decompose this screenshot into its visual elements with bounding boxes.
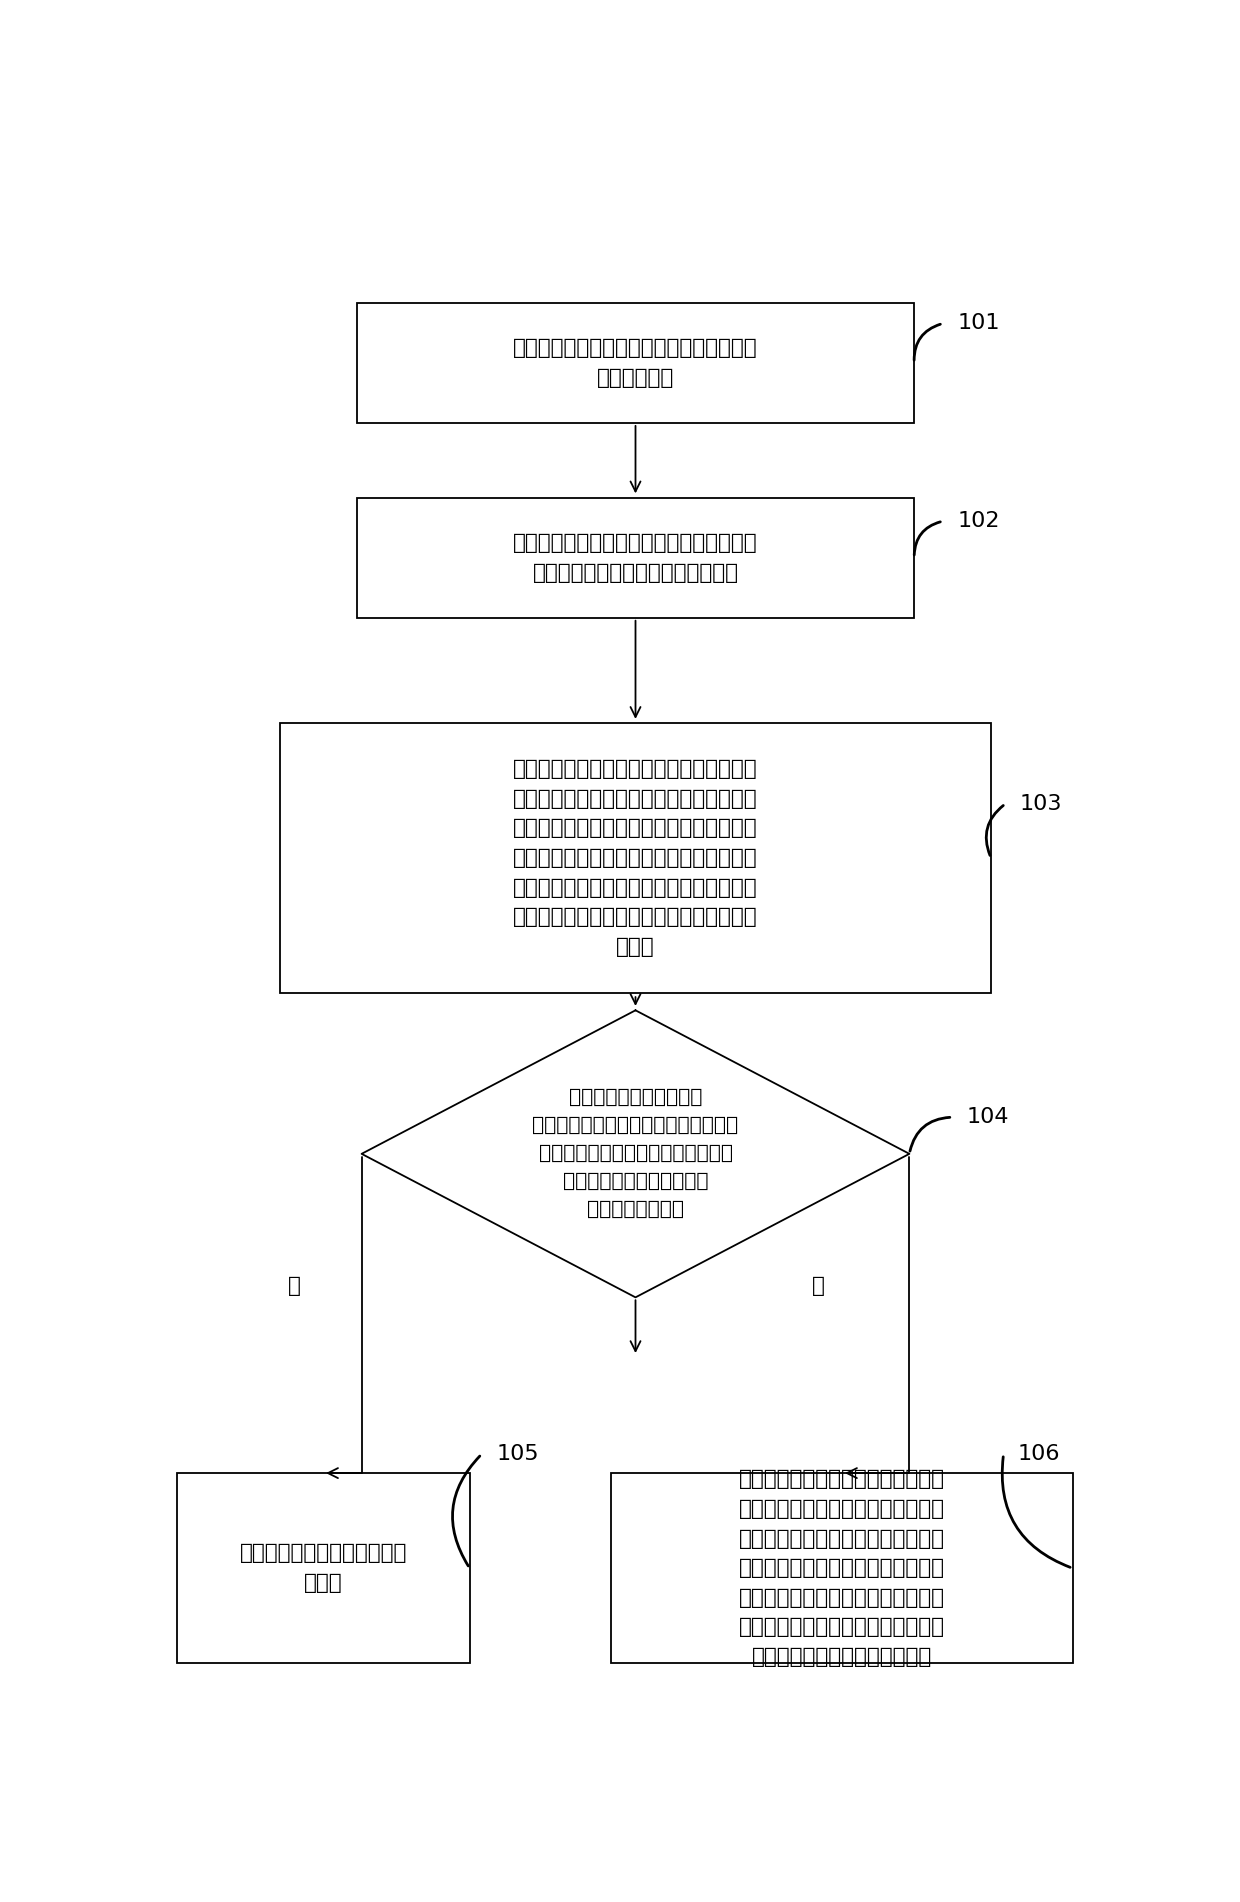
Text: 移动机器人根据目标对象的目标区域获取目
标对象的图像: 移动机器人根据目标对象的目标区域获取目 标对象的图像 [513,339,758,388]
Bar [357,302,914,422]
Text: 101: 101 [957,314,999,333]
Text: 104: 104 [967,1107,1009,1128]
Bar [611,1472,1073,1664]
Text: 102: 102 [957,512,999,531]
Text: 以中心点的位置为中心构建检测区域
，在检测区域内重新对目标对象进行
检测，将检测得到的目标对象所在的
区域作为第二区域，如果该第二区域
的区域面积在目标对象的图: 以中心点的位置为中心构建检测区域 ，在检测区域内重新对目标对象进行 检测，将检测… [739,1470,945,1666]
Text: 对目标对象的图像进行预处理，并利用特征
变换得到目标对象的图像的特征矩阵: 对目标对象的图像进行预处理，并利用特征 变换得到目标对象的图像的特征矩阵 [513,533,758,582]
Text: 否: 否 [812,1276,825,1295]
Text: 105: 105 [496,1444,538,1465]
Text: 106: 106 [1018,1444,1060,1465]
Text: 是: 是 [288,1276,301,1295]
Text: 确定第一区域为目标对象的目
标区域: 确定第一区域为目标对象的目 标区域 [239,1544,407,1594]
Bar [280,723,991,993]
Bar [357,498,914,618]
Bar [176,1472,470,1664]
Text: 103: 103 [1019,793,1063,814]
Text: 利用目标跟踪算法确定出特征矩阵的响应矩
阵，并记录响应矩阵中所有元素的最大值；
将最大值对应于响应矩阵中的元素的位置，
作为目标对象相对于预先获取的初始目标区
: 利用目标跟踪算法确定出特征矩阵的响应矩 阵，并记录响应矩阵中所有元素的最大值； … [513,759,758,957]
Text: 根据中心点和目标对象的
外形框架确定出目标对象所在的区域，
作为第一区域；判断第一区域的面积
在目标对象的图像中的比例
是否大于设定阈值: 根据中心点和目标对象的 外形框架确定出目标对象所在的区域， 作为第一区域；判断第… [532,1088,739,1219]
